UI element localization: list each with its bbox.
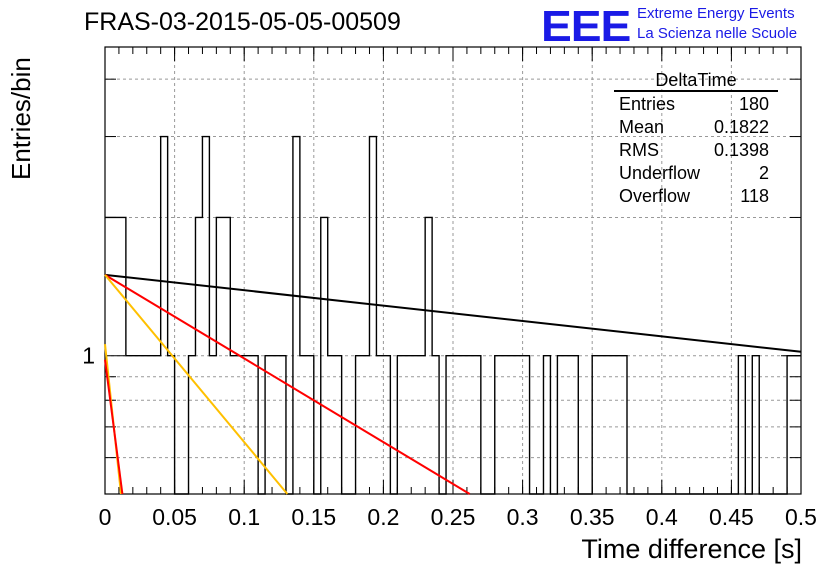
stats-row-value: 118: [740, 186, 769, 206]
y-tick-label: 1: [82, 343, 95, 369]
histogram-chart: 0 0.05 0.1 0.15 0.2 0.25 0.3 0.35 0.4 0.45 0.5 1 Del…: [0, 0, 836, 572]
stats-row-label: Overflow: [619, 186, 691, 206]
logo-line-2: La Scienza nelle Scuole: [637, 25, 797, 42]
stats-row-value: 0.1822: [714, 117, 769, 137]
x-tick-label: 0.4: [646, 504, 678, 530]
plot-title: FRAS-03-2015-05-05-00509: [84, 8, 401, 37]
x-tick-label: 0.3: [507, 504, 539, 530]
x-tick-label: 0.35: [570, 504, 615, 530]
stats-row-value: 2: [759, 163, 769, 183]
eee-logo: EEE: [541, 2, 630, 52]
stats-row-value: 180: [739, 94, 769, 114]
x-tick-label: 0.25: [431, 504, 476, 530]
x-tick-label: 0.05: [152, 504, 197, 530]
stats-box-title: DeltaTime: [655, 70, 736, 90]
x-tick-label: 0.2: [367, 504, 399, 530]
x-axis-label: Time difference [s]: [581, 534, 802, 565]
stats-row-value: 0.1398: [714, 140, 769, 160]
fit-line: [105, 275, 470, 494]
stats-row-label: Entries: [619, 94, 675, 114]
x-tick-label: 0.15: [291, 504, 336, 530]
stats-row-label: RMS: [619, 140, 659, 160]
x-tick-label: 0.45: [709, 504, 754, 530]
x-tick-label: 0.5: [785, 504, 817, 530]
stats-row-label: Mean: [619, 117, 664, 137]
x-tick-label: 0.1: [228, 504, 260, 530]
logo-line-1: Extreme Energy Events: [637, 5, 795, 22]
x-tick-label: 0: [99, 504, 112, 530]
y-axis-label: Entries/bin: [6, 57, 37, 180]
histogram-steps: [105, 137, 801, 494]
stats-row-label: Underflow: [619, 163, 701, 183]
